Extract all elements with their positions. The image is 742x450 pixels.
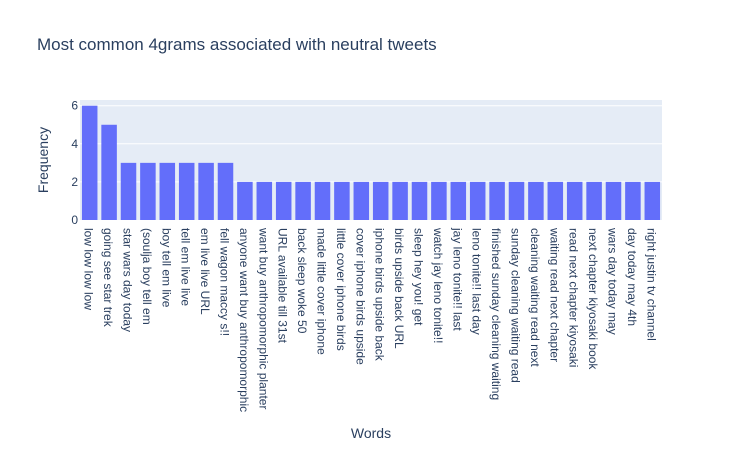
- x-tick-label: back sleep woke 50: [295, 228, 309, 334]
- x-tick-label: next chapter kiyosaki book: [586, 228, 600, 370]
- x-axis-title: Words: [351, 425, 391, 441]
- bar: [295, 181, 311, 220]
- bar: [101, 124, 117, 220]
- bar: [547, 181, 564, 220]
- x-tick-label: low low low low: [82, 228, 96, 310]
- bar: [275, 181, 292, 220]
- bar: [256, 181, 273, 220]
- bar: [489, 181, 505, 220]
- x-tick-label: right justin tv channel: [644, 228, 658, 341]
- x-tick-label: leno tonite!! last day: [470, 228, 484, 335]
- bar: [159, 162, 176, 220]
- x-tick-label: watch jay leno tonite!!: [431, 227, 445, 343]
- x-tick-label: URL available till 31st: [276, 228, 290, 344]
- bar: [392, 181, 408, 220]
- bar: [528, 181, 544, 220]
- y-tick-label: 6: [71, 99, 78, 113]
- y-tick-label: 4: [71, 137, 78, 151]
- bar: [508, 181, 525, 220]
- x-tick-label: iphone birds upside back: [373, 228, 387, 362]
- x-tick-label: (soulja boy tell em: [140, 228, 154, 325]
- bar: [605, 181, 622, 220]
- bar: [411, 181, 428, 220]
- bar: [198, 162, 214, 220]
- x-tick-label: jay leno tonite!! last: [450, 227, 464, 331]
- bar: [217, 162, 234, 220]
- x-tick-label: want buy anthropomorphic planter: [256, 227, 270, 409]
- y-tick-label: 2: [71, 175, 78, 189]
- bar: [314, 181, 331, 220]
- x-tick-label: boy tell em live: [159, 228, 173, 308]
- bar: [353, 181, 370, 220]
- bars: [81, 105, 661, 220]
- x-tick-label: tell em live live: [179, 228, 193, 306]
- x-tick-label: day today may 4th: [625, 228, 639, 326]
- bar: [81, 105, 98, 220]
- x-tick-label: cover iphone birds upside: [353, 228, 367, 365]
- bar: [469, 181, 486, 220]
- y-tick-label: 0: [71, 213, 78, 227]
- bar: [140, 162, 156, 220]
- x-tick-label: cleaning waiting read next: [528, 228, 542, 367]
- x-tick-label: star wars day today: [121, 228, 135, 332]
- x-tick-label: waiting read next chapter: [547, 227, 561, 362]
- x-tick-label: little cover iphone birds: [334, 228, 348, 351]
- bar: [450, 181, 467, 220]
- x-tick-label: wars day today may: [606, 227, 620, 335]
- bar: [566, 181, 583, 220]
- x-tick-label: sunday cleaning waiting read: [509, 228, 523, 383]
- x-tick-label: em live live URL: [198, 228, 212, 315]
- bar: [120, 162, 137, 220]
- bar: [334, 181, 350, 220]
- bar: [586, 181, 602, 220]
- bar: [625, 181, 641, 220]
- gridlines: [80, 105, 662, 183]
- chart-title: Most common 4grams associated with neutr…: [37, 35, 437, 54]
- x-tick-label: anyone want buy anthropomorphic: [237, 228, 251, 412]
- y-axis-ticks: 0 2 4 6: [71, 99, 78, 227]
- plot-area: [80, 100, 662, 220]
- x-tick-label: birds upside back URL: [392, 228, 406, 349]
- x-tick-label: read next chapter kiyosaki: [567, 228, 581, 367]
- bar: [372, 181, 389, 220]
- x-tick-label: sleep hey you! get: [412, 228, 426, 326]
- x-axis-ticks: low low low low going see star trek star w…: [82, 227, 659, 412]
- x-tick-label: fell wagon maccy s!!: [218, 228, 232, 336]
- x-tick-label: made little cover iphone: [315, 228, 329, 355]
- bar: [644, 181, 661, 220]
- y-axis-title: Frequency: [35, 127, 51, 193]
- bar: [431, 181, 447, 220]
- x-tick-label: finished sunday cleaning waiting: [489, 228, 503, 400]
- x-tick-label: going see star trek: [101, 228, 115, 328]
- bar: [237, 181, 253, 220]
- bar: [178, 162, 195, 220]
